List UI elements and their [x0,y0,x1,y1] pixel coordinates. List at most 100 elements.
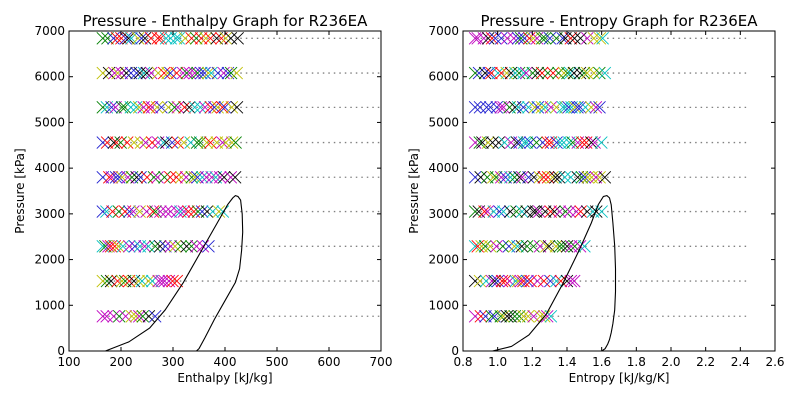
x-marker-stroke [138,239,152,253]
x-marker-stroke [527,31,540,45]
x-marker [130,170,143,184]
x-marker-stroke [193,101,207,114]
x-axis-label: Enthalpy [kJ/kg] [177,371,272,385]
x-marker-stroke [564,239,578,253]
x-marker-stroke [494,309,508,323]
x-marker [589,205,603,218]
x-marker [130,66,143,80]
x-marker [530,136,543,149]
x-marker [100,309,113,323]
x-marker-stroke [191,66,204,80]
x-marker [598,170,612,184]
x-marker-stroke [541,66,555,80]
x-marker [496,239,510,253]
x-marker [155,101,168,114]
x-marker-stroke [510,136,524,149]
x-marker [497,101,510,114]
x-marker-stroke [522,170,535,184]
x-marker [544,101,558,114]
x-marker-stroke [231,31,244,45]
x-marker-stroke [164,239,178,253]
x-marker-stroke [133,205,146,218]
x-marker-stroke [228,170,242,184]
x-marker [511,101,525,114]
x-marker-stroke [189,31,203,45]
x-marker [127,136,141,149]
x-marker [230,101,244,114]
x-marker-stroke [216,101,229,114]
x-tick-label: 2.6 [765,355,784,369]
x-marker-stroke [472,205,486,218]
x-marker-stroke [481,31,495,45]
x-marker [496,309,510,323]
x-marker [515,239,529,253]
x-marker-stroke [521,274,534,288]
x-marker [517,309,530,323]
x-marker [158,170,171,184]
x-marker [472,66,486,80]
x-marker-stroke [164,205,177,218]
x-marker [497,205,510,218]
x-marker-stroke [135,274,149,288]
x-tick-label: 0.8 [453,355,472,369]
x-marker-stroke [160,136,173,149]
x-marker-stroke [96,205,110,218]
x-marker-stroke [511,239,524,253]
x-marker [580,31,594,45]
x-marker [217,170,231,184]
x-marker [140,66,154,80]
x-marker-stroke [593,31,607,45]
x-marker [136,309,150,323]
x-marker [480,101,493,114]
x-marker-stroke [211,66,225,80]
x-marker [177,136,191,149]
x-marker [188,66,202,80]
x-marker [151,170,164,184]
x-marker-stroke [521,309,535,323]
x-marker [557,66,571,80]
pressure-entropy-panel: Pressure - Entropy Graph for R236EA Entr… [407,12,785,385]
x-marker [96,31,110,45]
x-marker [188,170,202,184]
x-marker [511,239,524,253]
x-marker [521,274,534,288]
x-marker [112,309,126,323]
x-marker-stroke [185,31,198,45]
x-marker [184,136,197,149]
x-marker-stroke [172,31,186,45]
pressure-enthalpy-panel: Pressure - Enthalpy Graph for R236EA Ent… [13,12,392,385]
x-marker-stroke [593,66,606,80]
x-marker-stroke [121,170,135,184]
x-marker-stroke [589,170,603,184]
x-marker-stroke [468,101,482,114]
x-marker-stroke [142,309,156,323]
x-marker [541,66,555,80]
x-marker [577,66,591,80]
x-marker-stroke [498,274,512,288]
x-marker-stroke [598,170,612,184]
x-marker [491,66,505,80]
x-marker [513,170,526,184]
x-marker-stroke [200,205,214,218]
x-marker-stroke [544,309,558,323]
x-marker [142,309,156,323]
x-marker [527,239,540,253]
x-marker [204,101,218,114]
y-tick-label: 4000 [34,161,65,175]
x-marker [565,101,578,114]
x-marker-stroke [468,136,482,149]
x-axis-label: Entropy [kJ/kg/K] [569,371,670,385]
x-marker [566,136,579,149]
x-marker-stroke [194,66,208,80]
x-marker-stroke [180,239,194,253]
x-marker-stroke [532,205,546,218]
x-marker [115,31,128,45]
x-marker [479,309,492,323]
x-marker [189,31,203,45]
x-marker [485,274,499,288]
x-marker-stroke [154,205,167,218]
x-marker-stroke [138,31,152,45]
x-marker-stroke [468,205,482,218]
x-marker [474,309,488,323]
x-marker-stroke [512,309,526,323]
